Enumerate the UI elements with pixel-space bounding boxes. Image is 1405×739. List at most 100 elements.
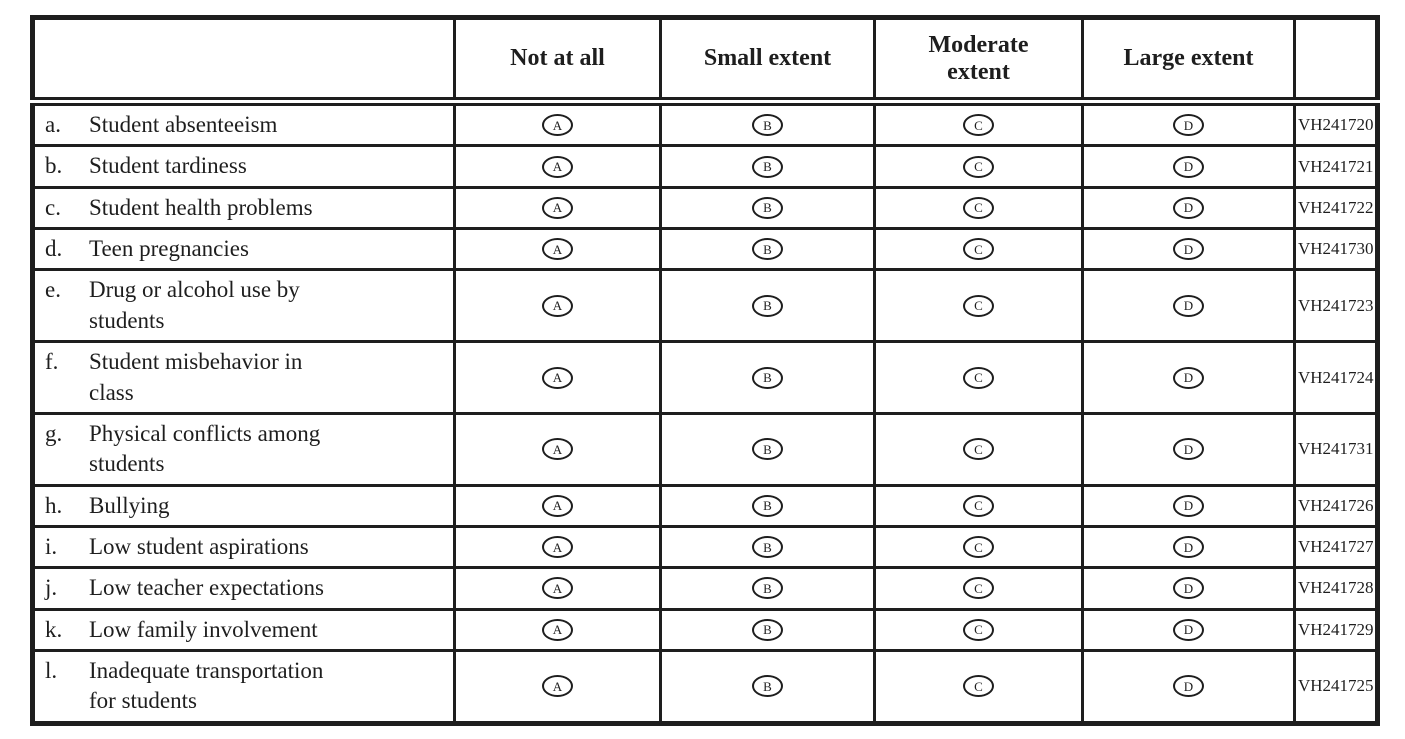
row-letter: g. [45, 420, 63, 446]
row-letter: e. [45, 277, 61, 303]
option-bubble-a[interactable]: A [542, 196, 573, 219]
answer-cell-moderate-extent: C [873, 268, 1084, 344]
row-code: VH241720 [1293, 99, 1379, 148]
answer-cell-small-extent: B [659, 483, 876, 528]
row-label: Low teacher expectations [89, 575, 324, 601]
option-bubble-d[interactable]: D [1173, 114, 1204, 137]
answer-cell-small-extent: B [659, 185, 876, 231]
option-bubble-c[interactable]: C [963, 366, 994, 389]
option-bubble-a[interactable]: A [542, 494, 573, 517]
answer-cell-moderate-extent: C [873, 340, 1084, 415]
answer-cell-small-extent: B [659, 268, 876, 344]
table-row: a. Student absenteeism A B C D VH241720 [31, 99, 1379, 148]
option-bubble-c[interactable]: C [963, 494, 994, 517]
option-bubble-a[interactable]: A [542, 238, 573, 261]
option-bubble-a[interactable]: A [542, 438, 573, 461]
answer-cell-small-extent: B [659, 649, 876, 725]
item-cell: f. Student misbehavior in class [31, 340, 456, 415]
answer-cell-small-extent: B [659, 607, 876, 653]
option-bubble-a[interactable]: A [542, 536, 573, 559]
answer-cell-large-extent: D [1081, 144, 1296, 189]
option-bubble-d[interactable]: D [1173, 675, 1204, 698]
option-bubble-d[interactable]: D [1173, 577, 1204, 600]
option-bubble-b[interactable]: B [752, 238, 783, 261]
option-bubble-c[interactable]: C [963, 155, 994, 178]
item-cell: c. Student health problems [31, 185, 456, 231]
row-label: Physical conflicts among students [89, 420, 321, 477]
option-bubble-c[interactable]: C [963, 114, 994, 137]
option-bubble-d[interactable]: D [1173, 294, 1204, 317]
table-row: k. Low family involvement A B C D VH2417… [31, 607, 1379, 653]
row-letter: b. [45, 153, 63, 179]
option-bubble-d[interactable]: D [1173, 238, 1204, 261]
option-bubble-c[interactable]: C [963, 294, 994, 317]
option-bubble-a[interactable]: A [542, 577, 573, 600]
option-bubble-c[interactable]: C [963, 438, 994, 461]
option-bubble-b[interactable]: B [752, 494, 783, 517]
row-label: Low student aspirations [89, 533, 309, 559]
option-bubble-b[interactable]: B [752, 155, 783, 178]
option-bubble-b[interactable]: B [752, 114, 783, 137]
option-bubble-d[interactable]: D [1173, 155, 1204, 178]
option-bubble-b[interactable]: B [752, 577, 783, 600]
option-bubble-c[interactable]: C [963, 238, 994, 261]
option-bubble-d[interactable]: D [1173, 438, 1204, 461]
answer-cell-small-extent: B [659, 227, 876, 272]
option-bubble-b[interactable]: B [752, 618, 783, 641]
answer-cell-large-extent: D [1081, 99, 1296, 148]
item-cell: l. Inadequate transportation for student… [31, 649, 456, 725]
option-bubble-b[interactable]: B [752, 294, 783, 317]
option-bubble-d[interactable]: D [1173, 536, 1204, 559]
option-bubble-c[interactable]: C [963, 675, 994, 698]
answer-cell-moderate-extent: C [873, 144, 1084, 189]
row-code: VH241721 [1293, 144, 1379, 189]
option-bubble-a[interactable]: A [542, 155, 573, 178]
option-bubble-d[interactable]: D [1173, 494, 1204, 517]
option-bubble-b[interactable]: B [752, 196, 783, 219]
option-bubble-a[interactable]: A [542, 618, 573, 641]
row-label: Low family involvement [89, 616, 318, 642]
answer-cell-not-at-all: A [453, 144, 662, 189]
answer-cell-not-at-all: A [453, 524, 662, 570]
option-bubble-c[interactable]: C [963, 196, 994, 219]
answer-cell-large-extent: D [1081, 524, 1296, 570]
option-bubble-c[interactable]: C [963, 536, 994, 559]
row-code: VH241722 [1293, 185, 1379, 231]
option-bubble-c[interactable]: C [963, 577, 994, 600]
answer-cell-small-extent: B [659, 524, 876, 570]
table-body: a. Student absenteeism A B C D VH241720 … [31, 99, 1379, 725]
option-bubble-a[interactable]: A [542, 294, 573, 317]
option-bubble-a[interactable]: A [542, 675, 573, 698]
answer-cell-small-extent: B [659, 144, 876, 189]
row-letter: j. [45, 575, 58, 601]
option-bubble-a[interactable]: A [542, 366, 573, 389]
option-bubble-b[interactable]: B [752, 438, 783, 461]
item-cell: g. Physical conflicts among students [31, 411, 456, 487]
answer-cell-large-extent: D [1081, 566, 1296, 611]
option-bubble-d[interactable]: D [1173, 366, 1204, 389]
option-bubble-a[interactable]: A [542, 114, 573, 137]
code-column-header [1293, 16, 1379, 106]
row-letter: a. [45, 112, 61, 137]
answer-cell-large-extent: D [1081, 411, 1296, 487]
answer-cell-small-extent: B [659, 411, 876, 487]
item-cell: b. Student tardiness [31, 144, 456, 189]
row-letter: l. [45, 658, 58, 684]
option-bubble-b[interactable]: B [752, 675, 783, 698]
option-bubble-b[interactable]: B [752, 366, 783, 389]
answer-cell-not-at-all: A [453, 185, 662, 231]
answer-cell-moderate-extent: C [873, 649, 1084, 725]
answer-cell-not-at-all: A [453, 268, 662, 344]
row-letter: c. [45, 194, 61, 220]
row-code: VH241723 [1293, 268, 1379, 344]
option-bubble-d[interactable]: D [1173, 618, 1204, 641]
answer-cell-moderate-extent: C [873, 99, 1084, 148]
item-cell: h. Bullying [31, 483, 456, 528]
table-row: b. Student tardiness A B C D VH241721 [31, 144, 1379, 189]
option-bubble-b[interactable]: B [752, 536, 783, 559]
row-code: VH241727 [1293, 524, 1379, 570]
option-bubble-c[interactable]: C [963, 618, 994, 641]
table-row: e. Drug or alcohol use by students A B C… [31, 268, 1379, 344]
option-bubble-d[interactable]: D [1173, 196, 1204, 219]
row-label: Bullying [89, 492, 170, 518]
